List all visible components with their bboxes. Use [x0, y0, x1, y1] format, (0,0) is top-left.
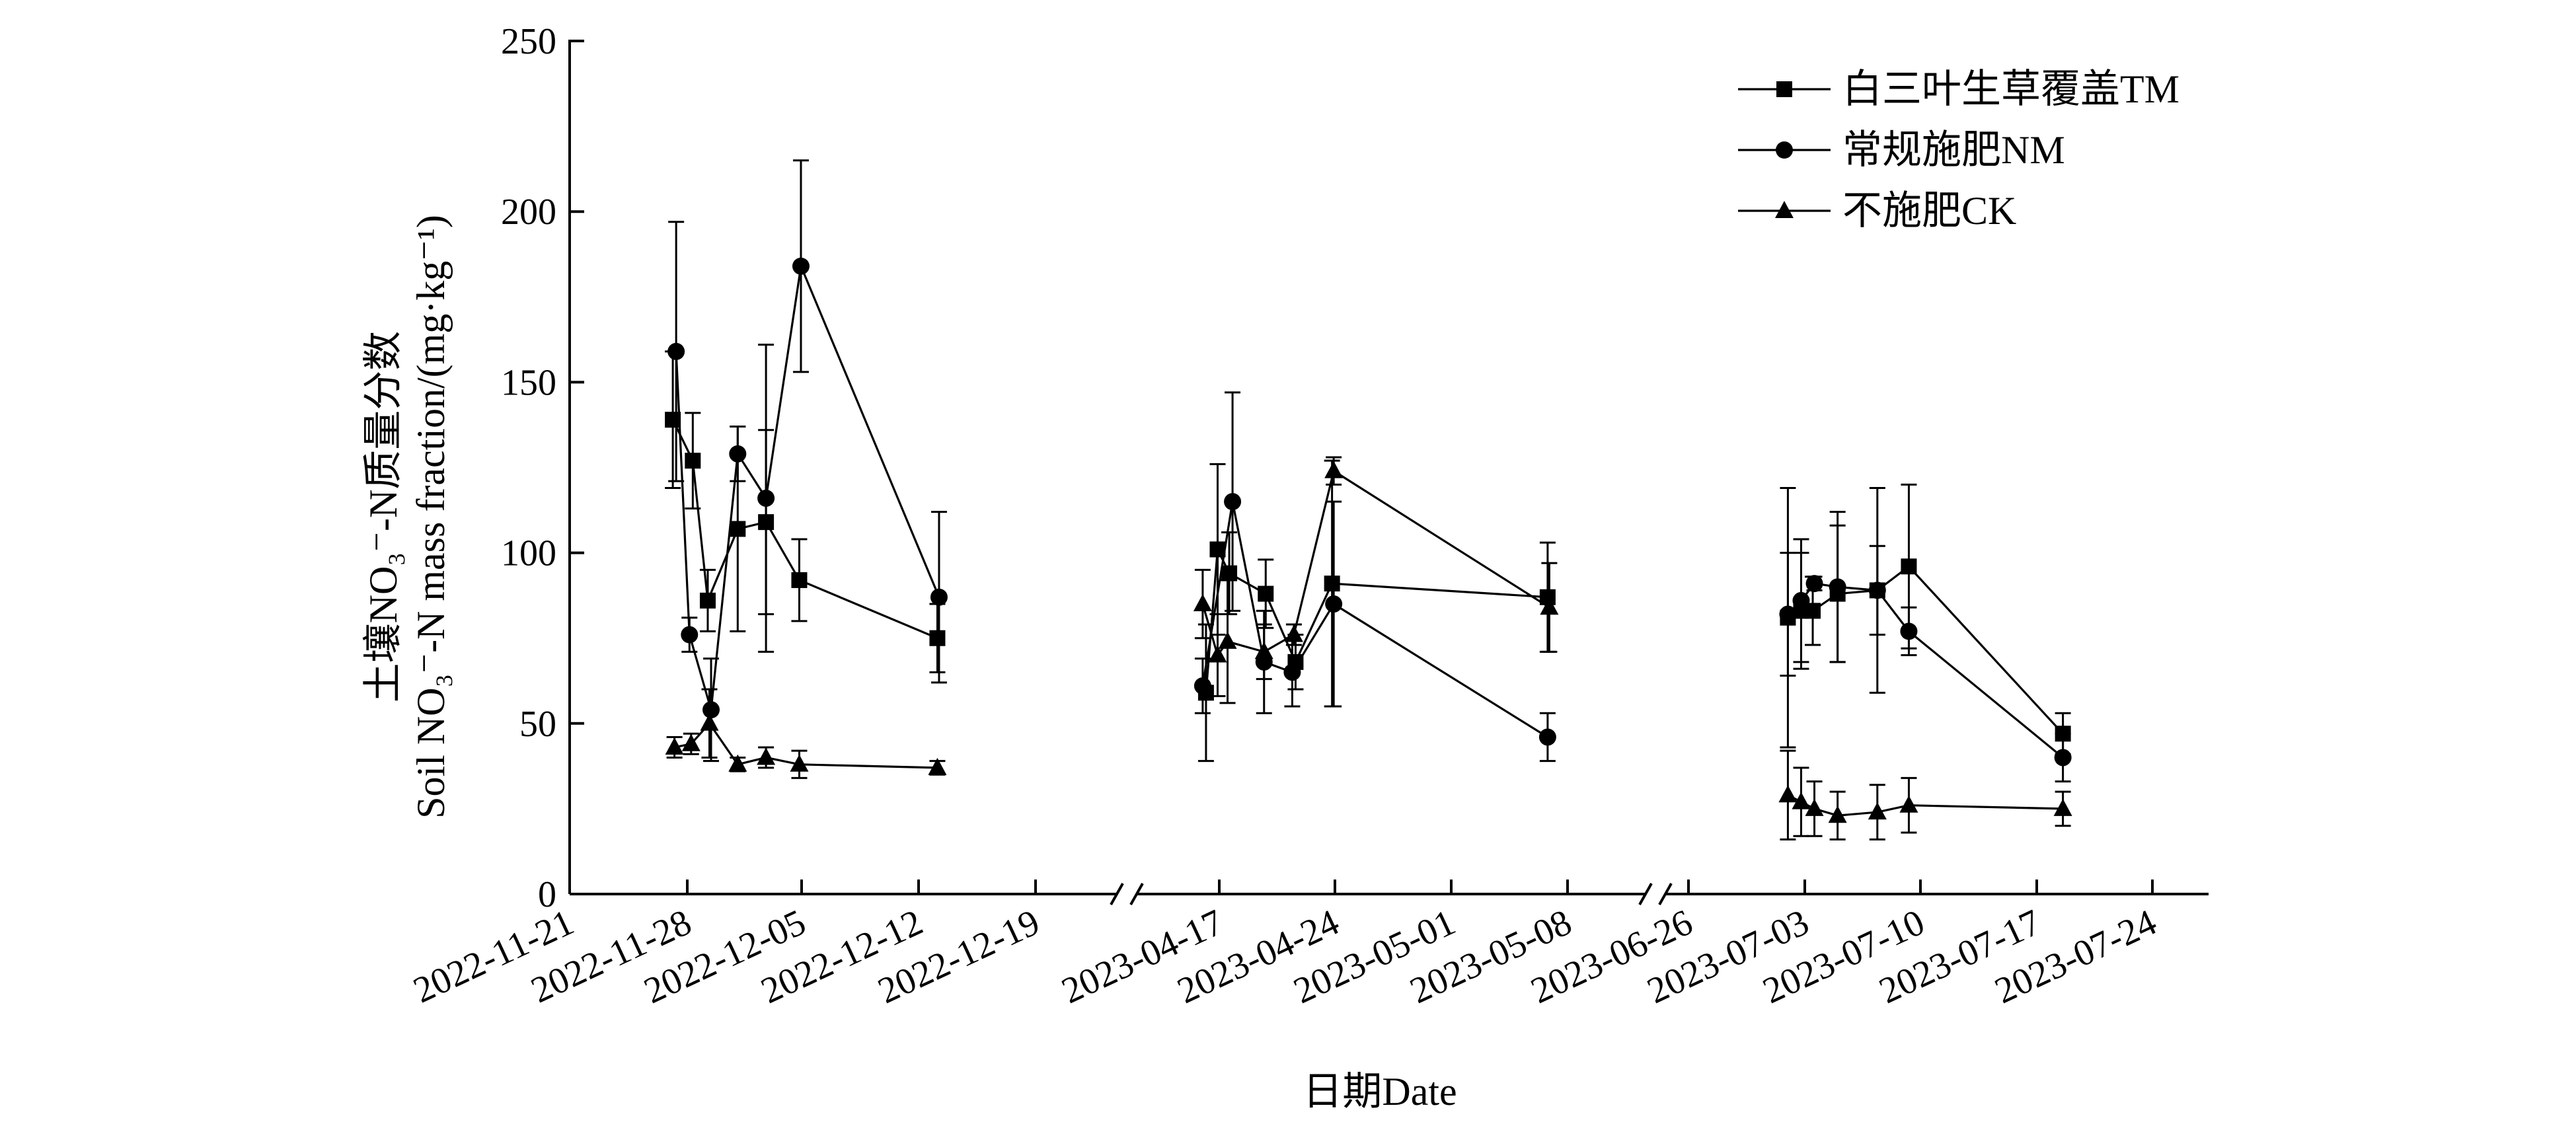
y-tick-label-100: 100 — [501, 533, 556, 574]
series-2-point-1-4 — [729, 445, 747, 463]
axis-break-mark-1b — [1129, 883, 1144, 905]
legend-marker-2 — [1776, 141, 1793, 159]
series-3-point-1-3 — [700, 713, 719, 731]
series-3-point-3-4 — [1828, 806, 1847, 823]
axis-breaks — [1110, 883, 1673, 905]
x-axis-ticks: 2022-11-212022-11-282022-12-052022-12-12… — [407, 880, 2162, 1012]
legend-label-2: 常规施肥NM — [1842, 128, 2065, 172]
series-1 — [665, 350, 2071, 763]
legend-marker-3 — [1775, 201, 1794, 218]
y-tick-label-150: 150 — [501, 362, 556, 403]
series-2-point-3-3 — [1805, 575, 1823, 593]
series-2-point-3-7 — [2054, 749, 2072, 767]
y-tick-label-250: 250 — [501, 21, 556, 62]
series-2-point-1-3 — [702, 701, 720, 719]
series-2-point-1-1 — [667, 342, 685, 360]
series-3-point-1-6 — [790, 754, 809, 772]
y-axis-title-en: Soil NO₃⁻-N mass fraction/(mg·kg⁻¹) — [409, 215, 453, 819]
series-2-point-2-6 — [1538, 728, 1556, 746]
axis-break-mark-2b — [1658, 883, 1673, 905]
series-2-line-panel-3 — [1787, 582, 2064, 759]
y-tick-label-0: 0 — [538, 874, 556, 915]
series-3-point-3-6 — [1899, 795, 1918, 813]
series-1-point-1-2 — [685, 453, 701, 469]
series-2-point-3-5 — [1868, 581, 1886, 599]
series-2-point-3-6 — [1900, 622, 1918, 640]
series-3-point-2-6 — [1324, 461, 1344, 478]
series-3-point-2-2 — [1208, 645, 1227, 663]
series-group — [665, 159, 2072, 841]
legend-marker-1 — [1776, 81, 1792, 97]
axis-break-mark-1a — [1110, 883, 1124, 905]
series-3-point-2-7 — [1540, 597, 1559, 615]
legend-label-1: 白三叶生草覆盖TM — [1842, 67, 2179, 111]
series-1-point-1-4 — [730, 521, 746, 537]
series-1-point-1-7 — [929, 630, 946, 646]
series-2-point-3-1 — [1779, 605, 1797, 623]
series-1-line-panel-2 — [1205, 545, 1548, 693]
series-3-point-3-7 — [2053, 798, 2072, 816]
x-axis-title: 日期Date — [1303, 1070, 1457, 1113]
y-axis-title-cn: 土壤NO₃⁻-N质量分数 — [361, 331, 405, 703]
y-tick-label-200: 200 — [501, 192, 556, 233]
series-3-point-1-5 — [757, 747, 776, 765]
series-2-point-2-2 — [1224, 493, 1242, 511]
series-3-point-3-2 — [1792, 792, 1811, 809]
series-2-point-2-1 — [1193, 677, 1211, 694]
series-1-point-1-3 — [699, 592, 716, 609]
y-tick-label-50: 50 — [519, 704, 556, 745]
series-2-line-panel-2 — [1201, 501, 1548, 738]
series-2-point-2-5 — [1325, 595, 1343, 613]
series-3-point-3-3 — [1805, 798, 1824, 816]
series-3-point-1-2 — [681, 733, 701, 751]
legend-label-3: 不施肥CK — [1842, 189, 2016, 233]
series-3-line-panel-3 — [1787, 794, 2063, 817]
series-3-point-1-7 — [928, 757, 947, 775]
series-3-point-2-1 — [1193, 594, 1212, 612]
y-axis-ticks: 0 50 100 150 200 250 — [501, 21, 584, 915]
series-2-point-2-4 — [1283, 663, 1301, 681]
axes — [568, 40, 2209, 895]
series-1-point-2-3 — [1221, 565, 1238, 581]
series-1-line-panel-3 — [1787, 565, 2064, 735]
legend: 白三叶生草覆盖TM 常规施肥NM 不施肥CK — [1738, 67, 2179, 233]
series-2-point-1-2 — [681, 626, 699, 644]
series-3-point-2-3 — [1218, 631, 1237, 649]
series-1-point-2-4 — [1258, 585, 1274, 602]
series-1-point-1-6 — [791, 572, 808, 588]
series-2-point-3-4 — [1829, 578, 1846, 596]
series-3 — [665, 456, 2072, 841]
series-3-point-1-4 — [728, 754, 747, 772]
series-3-point-2-5 — [1284, 624, 1303, 642]
series-2-line-panel-1 — [675, 262, 940, 710]
series-2 — [667, 159, 2072, 783]
series-3-point-3-1 — [1778, 785, 1798, 803]
series-2-point-1-5 — [757, 489, 775, 507]
series-2-point-1-6 — [792, 257, 810, 275]
series-2-point-3-2 — [1792, 591, 1810, 609]
series-3-point-1-1 — [665, 737, 684, 755]
series-3-line-panel-2 — [1201, 469, 1550, 658]
series-1-point-2-6 — [1324, 576, 1340, 592]
axis-break-mark-2a — [1638, 883, 1653, 905]
series-3-point-2-4 — [1254, 642, 1273, 659]
series-2-point-1-7 — [930, 588, 948, 606]
series-1-point-3-6 — [1901, 558, 1917, 575]
series-3-point-3-5 — [1868, 802, 1887, 820]
